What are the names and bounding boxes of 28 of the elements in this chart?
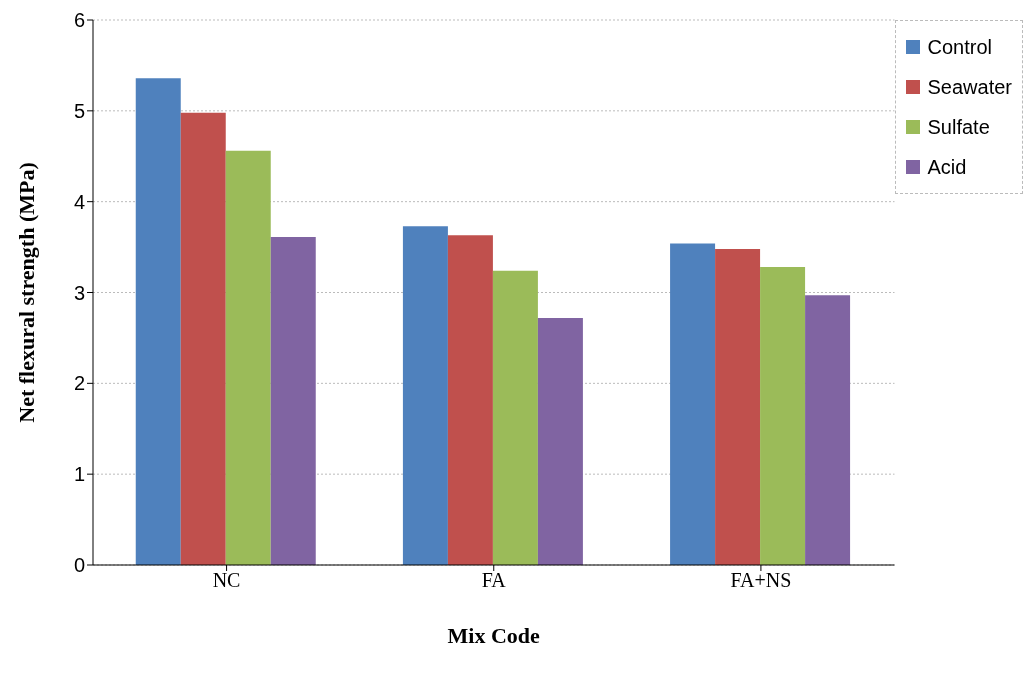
bar <box>447 235 493 565</box>
x-axis-title: Mix Code <box>447 623 541 648</box>
x-tick-label: FA <box>481 569 507 592</box>
bar <box>715 248 761 565</box>
bar <box>537 317 583 565</box>
legend-label: Acid <box>927 155 967 179</box>
legend-label: Sulfate <box>927 115 990 139</box>
bar <box>270 237 316 565</box>
bar <box>670 243 716 565</box>
y-tick-label: 3 <box>73 281 85 304</box>
bar <box>402 226 448 565</box>
bar <box>760 267 806 565</box>
y-tick-label: 1 <box>73 463 85 486</box>
bar <box>180 112 226 565</box>
bar <box>135 78 181 565</box>
x-tick-label: FA+NS <box>730 569 792 592</box>
bar <box>805 295 851 565</box>
y-tick-label: 5 <box>73 99 85 122</box>
bar <box>492 270 538 565</box>
legend-label: Seawater <box>927 75 1012 99</box>
y-tick-label: 4 <box>73 190 85 213</box>
y-tick-label: 2 <box>73 372 85 395</box>
y-axis-title: Net flexural strength (MPa) <box>13 162 39 423</box>
x-tick-label: NC <box>212 569 241 592</box>
y-tick-label: 0 <box>73 554 85 577</box>
y-tick-label: 6 <box>73 9 85 32</box>
legend-label: Control <box>927 35 992 59</box>
bar <box>225 150 271 565</box>
